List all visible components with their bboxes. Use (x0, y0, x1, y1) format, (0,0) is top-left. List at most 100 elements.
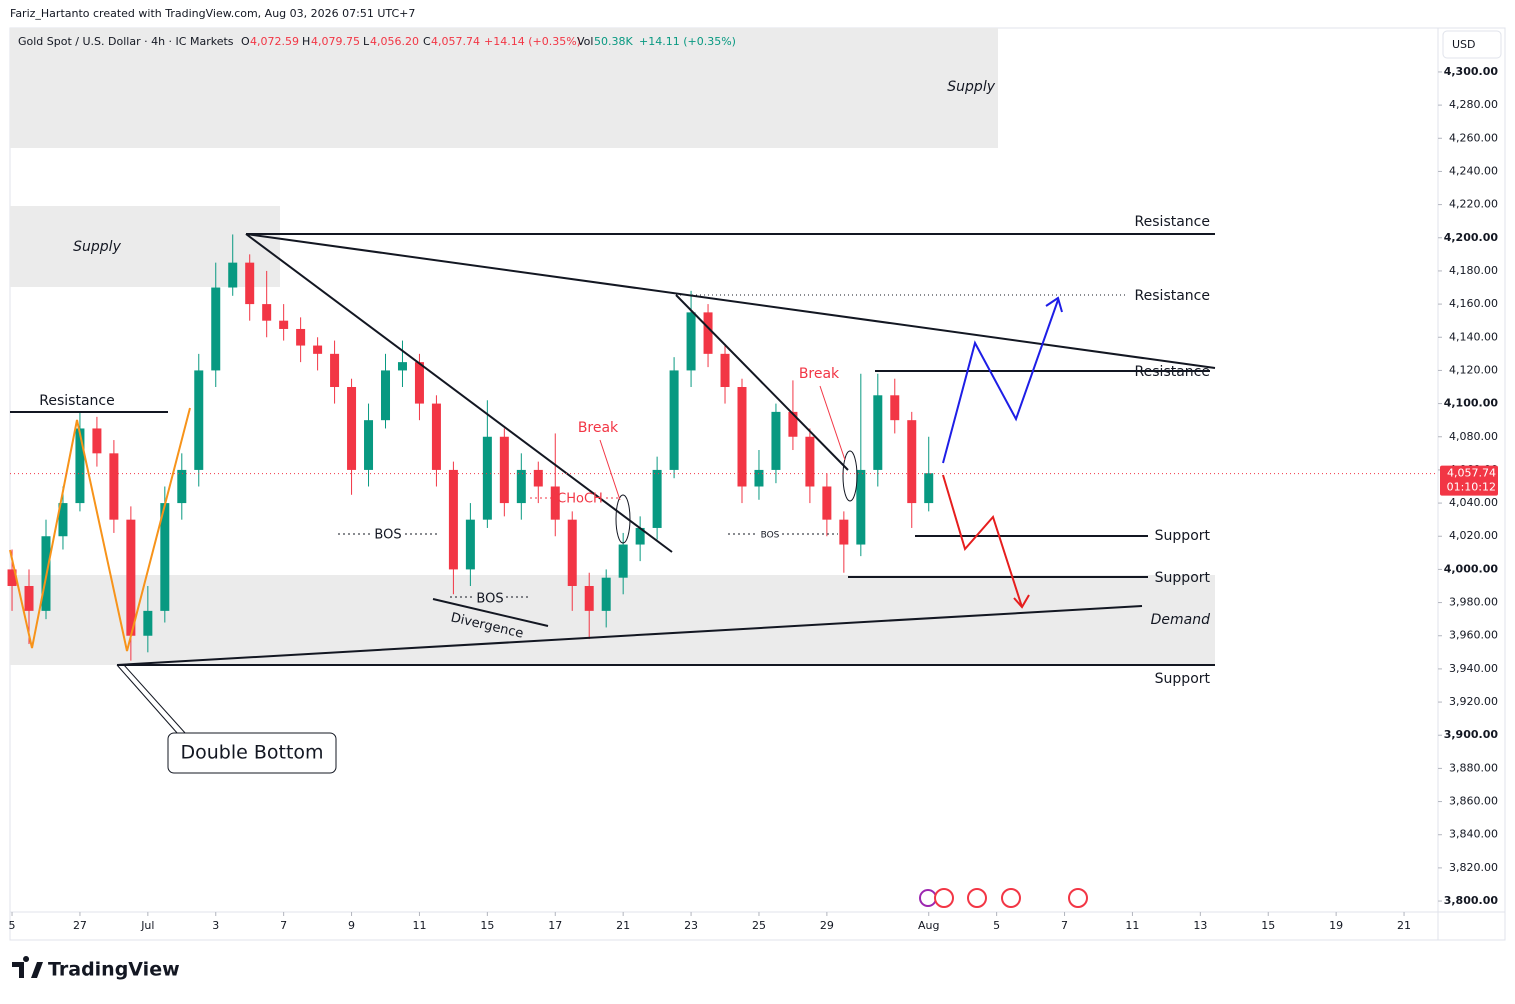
candle-body (160, 503, 170, 611)
vol-label: Vol (577, 35, 593, 48)
ohlc-value: 4,072.59 (250, 35, 299, 48)
label: Support (1155, 528, 1211, 544)
candle-body (397, 362, 407, 371)
event-icon (967, 888, 987, 908)
vol: 50.38K (594, 35, 633, 48)
candle-body (364, 420, 374, 470)
vol-change: +14.11 (+0.35%) (639, 35, 736, 48)
currency[interactable]: USD (1452, 38, 1476, 51)
y-tick-label: 3,920.00 (1449, 695, 1498, 708)
label: Demand (1151, 612, 1210, 628)
divergence-line (432, 598, 549, 627)
candle-body (567, 519, 577, 586)
candle-body (330, 353, 340, 388)
events (919, 888, 1088, 908)
candle-body (92, 428, 102, 454)
callout (819, 385, 846, 461)
candle-body (24, 585, 34, 611)
candle-body (431, 403, 441, 470)
candle-body (381, 370, 391, 421)
label: Resistance (1135, 364, 1210, 380)
bear-arrow (1013, 594, 1030, 609)
x-tick-label: 11 (412, 919, 426, 932)
candle-body (856, 469, 866, 545)
y-tick-label: 3,820.00 (1449, 861, 1498, 874)
candle-body (279, 320, 289, 329)
y-tick-label: 4,100.00 (1444, 397, 1499, 410)
candle-body (177, 469, 187, 504)
trendline (245, 233, 1216, 369)
label: Resistance (1135, 214, 1210, 230)
trendline (675, 294, 849, 471)
y-tick-label: 4,040.00 (1449, 496, 1498, 509)
label: Resistance (39, 393, 114, 409)
symbol: Gold Spot / U.S. Dollar · 4h · IC Market… (18, 35, 234, 48)
candle-body (499, 436, 509, 504)
label: Double Bottom (180, 742, 323, 764)
x-tick-label: 21 (1397, 919, 1411, 932)
candle-body (194, 370, 204, 470)
break-marker (615, 494, 631, 544)
y-tick-label: 3,800.00 (1444, 894, 1499, 907)
bos-lines (338, 497, 838, 598)
zigzag (9, 407, 191, 652)
trendline (116, 605, 1143, 666)
ohlc-label: C (423, 35, 431, 48)
event-icon (1068, 888, 1088, 908)
candle-body (907, 420, 917, 504)
candle-body (720, 353, 730, 388)
y-tick-label: 4,160.00 (1449, 297, 1498, 310)
x-tick-label: 23 (684, 919, 698, 932)
x-tick-label: 13 (1193, 919, 1207, 932)
legend: Gold Spot / U.S. Dollar · 4h · IC Market… (18, 35, 736, 48)
candle-body (109, 453, 119, 520)
candle-body (754, 469, 764, 487)
break-marker (842, 450, 858, 502)
candle-body (924, 473, 934, 504)
ohlc-value: 4,079.75 (311, 35, 360, 48)
candle-body (737, 387, 747, 487)
y-tick-label: 4,220.00 (1449, 198, 1498, 211)
x-tick-label: 25 (752, 919, 766, 932)
x-tick-label: 3 (212, 919, 219, 932)
x-tick-label: 29 (820, 919, 834, 932)
y-tick-label: 3,900.00 (1444, 728, 1499, 741)
x-tick-label: 19 (1329, 919, 1343, 932)
event-icon (1001, 888, 1021, 908)
y-tick-label: 3,840.00 (1449, 828, 1498, 841)
candle-body (601, 577, 611, 611)
candle-body (686, 312, 696, 371)
label: Break (799, 366, 840, 382)
x-tick-label: Aug (918, 919, 939, 932)
candle-body (296, 328, 306, 346)
bull-arrow (1045, 296, 1063, 313)
y-tick-label: 4,280.00 (1449, 98, 1498, 111)
label: Support (1155, 671, 1211, 687)
label: Break (578, 420, 619, 436)
y-tick-label: 4,180.00 (1449, 264, 1498, 277)
y-tick-label: 4,260.00 (1449, 131, 1498, 144)
candle-body (618, 544, 628, 578)
callout (599, 439, 621, 501)
x-tick-label: 27 (73, 919, 87, 932)
ohlc-value: 4,056.20 (370, 35, 419, 48)
brand: TradingView (48, 959, 180, 981)
logo: TradingView (12, 956, 180, 981)
currency-box[interactable] (1442, 30, 1502, 59)
y-tick-label: 4,140.00 (1449, 330, 1498, 343)
candle-body (75, 428, 85, 504)
candle-body (262, 304, 272, 321)
credit: Fariz_Hartanto created with TradingView.… (10, 7, 415, 20)
candle-body (7, 569, 17, 586)
candle-body (822, 486, 832, 520)
supply-zone (10, 206, 280, 287)
candle-body (584, 585, 594, 611)
bull-path (942, 299, 1059, 464)
change: +14.14 (+0.35%) (484, 35, 581, 48)
candle-body (143, 610, 153, 636)
candle-body (482, 436, 492, 520)
x-tick-label: 9 (348, 919, 355, 932)
label: CHoCH (557, 492, 603, 507)
